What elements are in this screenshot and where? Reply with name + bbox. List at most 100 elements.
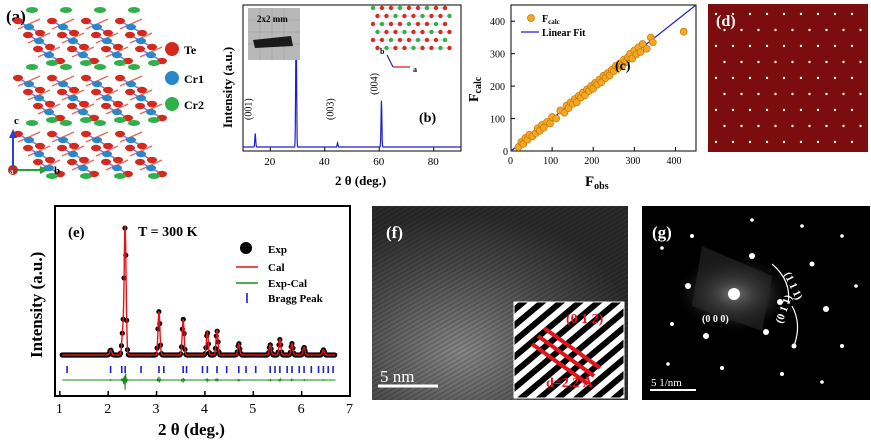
cr2-atom [94,64,106,70]
te-atom [91,31,101,39]
x-tick-label: 400 [666,156,681,167]
cr1-atom [24,23,34,31]
te-atom [57,144,67,152]
diffraction-spot [740,124,743,128]
te-atom [125,31,135,39]
element-legend: Te Cr1 Cr2 [165,42,204,112]
diffraction-spot [791,28,794,32]
diffraction-spot [748,44,752,48]
lattice-axes: a b [380,47,417,74]
arc-111 [771,263,790,305]
y-tick-label: 0 [503,147,508,158]
diffraction-spot [714,140,718,144]
diffraction-spot [842,124,845,128]
cr2-atom [148,60,160,66]
panel-e-frame [54,205,351,397]
te-atom [135,102,145,110]
legend-te: Te [184,43,197,57]
axis-c-label: c [14,115,19,127]
cr1-atom [24,80,34,88]
te-atom [81,74,91,82]
diffraction-spot [859,60,862,64]
panel-c-xlabel: Fobs [585,174,609,192]
diffraction-spot [757,92,760,96]
fringe-plane-label: (0 1 2) [566,312,604,327]
fft-inset: (0 1 2) d=2.2 Å [513,301,625,399]
saed-spot [800,224,804,228]
legend-exp-icon [240,242,252,254]
panel-c-legend: Fcalc Linear Fit [521,14,586,39]
panel-d-svg: (d) [714,12,862,144]
saed-spot [780,372,784,376]
panel-b-x-ticks: 20 40 60 80 [264,147,439,168]
diffraction-spot [748,108,752,112]
legend-cr1: Cr1 [184,72,204,86]
axis-a-label: a [10,167,14,176]
te-atom [35,86,45,94]
te-atom [13,74,23,82]
te-atom [115,130,125,138]
diffraction-spot [791,60,794,64]
te-atom [125,88,135,96]
cr1-atom [146,51,156,59]
crystal-axes: c b a [8,115,60,177]
panel-a-svg: (a) Te Cr1 Cr2 c b a [6,7,204,179]
panel-d-label: (d) [716,13,736,30]
te-atom [147,43,157,51]
cr1-atom [92,136,102,144]
cr2-atom [128,7,140,13]
cr1-atom [112,164,122,172]
saed-spot [666,362,670,366]
fringe-spacing-label: d=2.2 Å [546,375,594,391]
cr2-atom [60,64,72,70]
panel-g-label: (g) [652,223,672,242]
panel-e-svg: 1 2 3 4 5 6 7 (e) T = 300 K Exp Cal Exp-Cal Br… [27,205,353,439]
x-tick-label: 3 [153,402,160,417]
diffraction-spot [782,108,786,112]
peak-label: (004) [369,73,380,95]
te-atom [67,158,77,166]
cr2-atom [60,120,72,126]
panel-e-label: (e) [68,225,85,241]
te-atom [101,102,111,110]
cr2-atom [80,117,92,123]
te-atom [135,45,145,53]
cr2-atom [128,120,140,126]
diffraction-spot [833,140,837,144]
diffraction-spot [748,76,752,80]
diffraction-spot [850,140,854,144]
panel-c-frame [510,4,697,152]
te-atom [33,102,43,110]
diffraction-spot [808,60,811,64]
cr1-atom [78,164,88,172]
te-atom [57,31,67,39]
te-atom [47,130,57,138]
panel-c-ylabel: Fcalc [467,76,484,102]
data-point [648,38,657,47]
diffraction-spot [833,44,837,48]
diffraction-spot [731,108,735,112]
te-atom [101,158,111,166]
cr1-atom [112,51,122,59]
fringe-inset [513,301,625,399]
cr1-atom [102,150,112,158]
te-atom [69,29,79,37]
panel-a: (a) Te Cr1 Cr2 c b a [0,0,205,195]
x-tick-label: 4 [201,402,208,417]
exp-points [59,225,338,358]
diffraction-spot [757,124,760,128]
diffraction-spot [842,60,845,64]
te-atom [137,86,147,94]
diffraction-spot [842,28,845,32]
cr1-atom [136,150,146,158]
diffraction-spot [782,44,786,48]
diffraction-spot [731,44,735,48]
data-point [552,114,561,123]
diffraction-spot [714,108,718,112]
fringe-marker-2 [536,334,596,378]
te-atom [69,142,79,150]
legend-fit: Linear Fit [542,28,586,39]
panel-g: (g) (0 0 0) (1 1 1) (0 1 1) 5 1/nm [642,206,870,400]
axis-b-label: b [54,165,60,177]
